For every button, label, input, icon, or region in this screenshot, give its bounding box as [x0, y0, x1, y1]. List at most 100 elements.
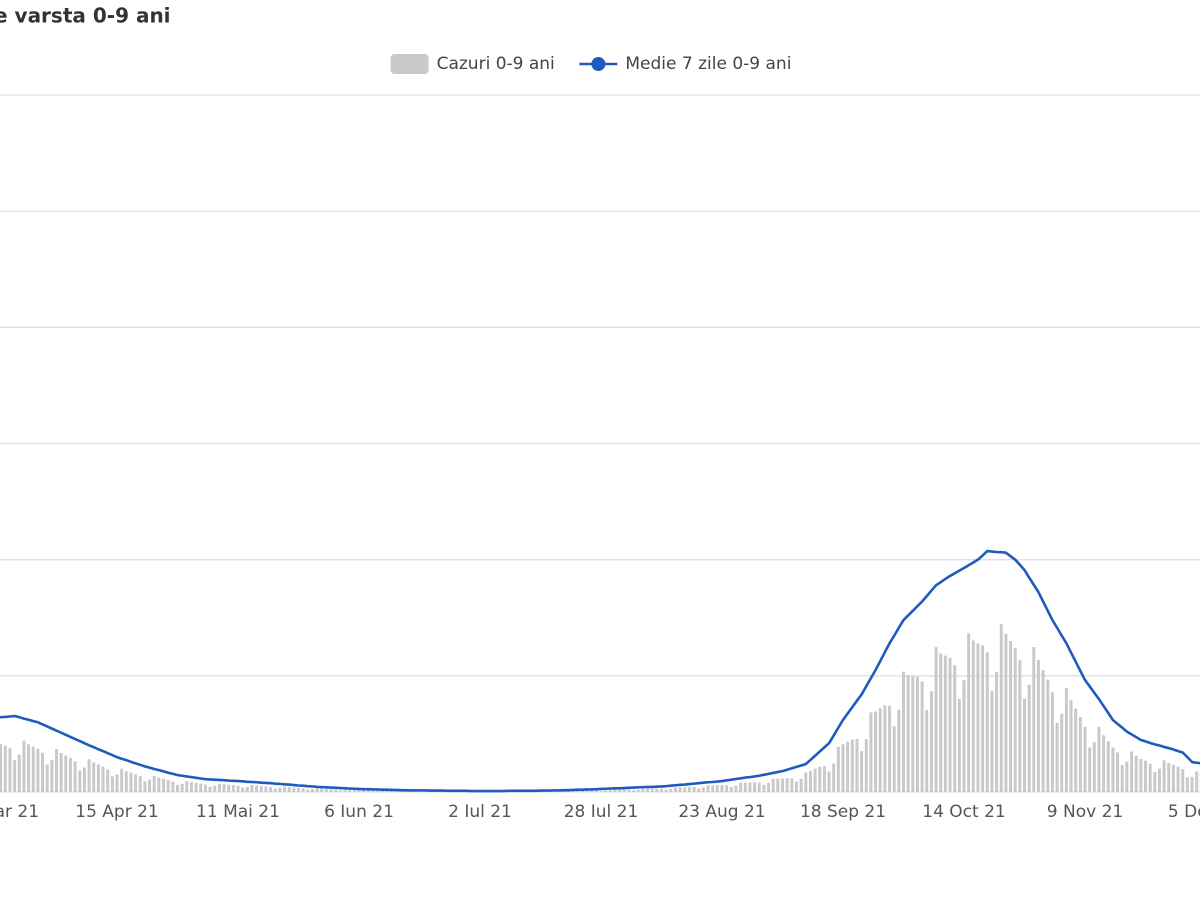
x-tick-label: 14 Oct 21 [922, 802, 1005, 822]
bar [939, 653, 943, 792]
bar [1083, 726, 1087, 792]
x-tick-label: 11 Mai 21 [196, 802, 280, 822]
bar [580, 790, 584, 792]
bar [1130, 751, 1134, 792]
legend-label[interactable]: Cazuri 0-9 ani [437, 54, 555, 74]
bar [915, 676, 919, 792]
bar [17, 754, 21, 792]
bar [162, 778, 166, 792]
bar [87, 759, 91, 792]
bar [1171, 764, 1175, 792]
bar [650, 788, 654, 792]
bar [943, 655, 947, 792]
bar [269, 786, 273, 792]
bar [925, 709, 929, 792]
bar [203, 784, 207, 792]
bar [739, 782, 743, 792]
bar [715, 785, 719, 792]
bar [287, 787, 291, 792]
bar [985, 652, 989, 792]
legend-label[interactable]: Medie 7 zile 0-9 ani [625, 54, 791, 74]
bar [115, 774, 119, 792]
bar [1125, 761, 1129, 792]
bar [338, 790, 342, 792]
bar [734, 785, 738, 792]
bar [878, 708, 882, 792]
bar [185, 781, 189, 792]
bar [1181, 768, 1185, 792]
bar [990, 690, 994, 792]
bar [934, 647, 938, 792]
bar [599, 790, 603, 792]
bar [320, 788, 324, 792]
bar [50, 760, 54, 792]
bar [1120, 765, 1124, 792]
bar [794, 781, 798, 792]
bar [906, 675, 910, 792]
bar [1069, 699, 1073, 792]
bar [1092, 742, 1096, 792]
bar [217, 783, 221, 792]
bar [967, 633, 971, 792]
bar [143, 781, 147, 792]
bar [92, 762, 96, 792]
bar [697, 788, 701, 792]
x-tick-label: 20 Mar 21 [0, 802, 39, 822]
bar [59, 752, 63, 792]
bar [292, 787, 296, 792]
bar [1116, 752, 1120, 792]
bar [278, 787, 282, 792]
bar [371, 790, 375, 792]
bar [827, 771, 831, 792]
bar [1078, 716, 1082, 792]
bar [920, 681, 924, 792]
bar [929, 691, 933, 792]
bar [911, 676, 915, 792]
bar [306, 789, 310, 792]
bar [999, 624, 1003, 792]
bar [343, 790, 347, 792]
bar [8, 748, 12, 792]
bar [13, 760, 17, 792]
chart-title: e varsta 0-9 ani [0, 4, 171, 28]
bar [1157, 768, 1161, 792]
bar [199, 783, 203, 792]
bar [836, 746, 840, 792]
bar [692, 787, 696, 792]
bar [222, 784, 226, 792]
bar [841, 744, 845, 792]
bar [683, 787, 687, 792]
bar [241, 787, 245, 792]
bar [627, 789, 631, 792]
x-tick-label: 23 Aug 21 [678, 802, 765, 822]
legend-marker[interactable] [591, 57, 606, 71]
bar [613, 789, 617, 792]
x-tick-label: 6 Iun 21 [324, 802, 394, 822]
bar [566, 791, 570, 792]
bar [1060, 713, 1064, 792]
bar [720, 785, 724, 792]
bar [781, 778, 784, 792]
bar [110, 776, 114, 792]
bar [297, 788, 300, 792]
bar [213, 785, 217, 792]
bar [976, 643, 980, 792]
bar [957, 699, 961, 792]
bar [673, 787, 677, 792]
bar [1055, 722, 1059, 792]
bar [55, 749, 58, 792]
x-tick-label: 9 Nov 21 [1047, 802, 1123, 822]
bar [390, 790, 394, 792]
bar [576, 790, 580, 792]
bar [1046, 679, 1050, 792]
bar [1041, 670, 1045, 792]
bar [1102, 735, 1106, 792]
bar [1036, 660, 1040, 792]
bar [1064, 687, 1068, 792]
legend-swatch[interactable] [390, 54, 429, 74]
bar [757, 782, 761, 792]
bar [1190, 776, 1194, 792]
line [0, 549, 1200, 793]
bar [310, 789, 314, 792]
bar [1074, 708, 1078, 792]
